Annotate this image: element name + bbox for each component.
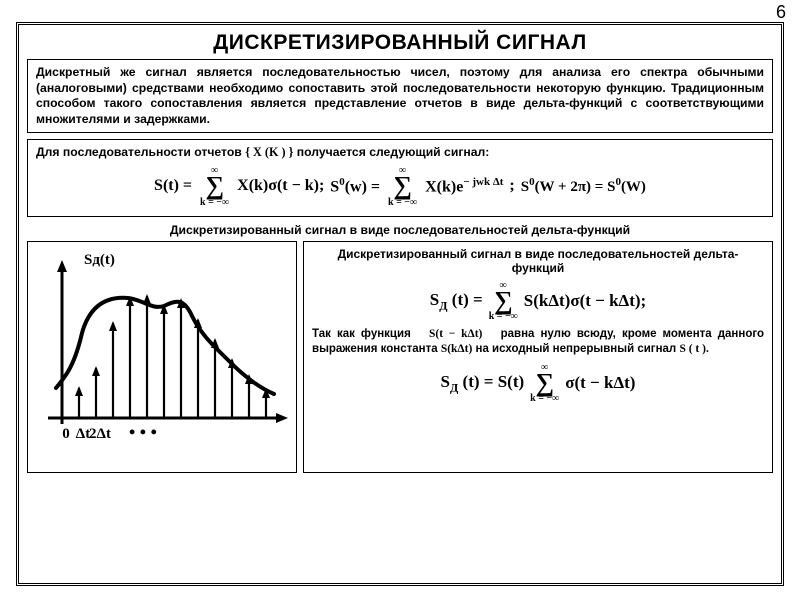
slide-frame: ДИСКРЕТИЗИРОВАННЫЙ СИГНАЛ Дискретный же … — [16, 22, 784, 586]
f1-term2: X(k)e− jwk Δt — [425, 176, 503, 196]
svg-text:0: 0 — [62, 426, 70, 442]
formula-1: S(t) = ∞ ∑ k = −∞ X(k)σ(t − k); S0(w) = … — [36, 164, 764, 210]
right-subtitle: Дискретизированный сигнал в виде последо… — [312, 247, 764, 276]
f1-semi: ; — [509, 177, 514, 195]
intro-box: Дискретный же сигнал является последоват… — [27, 59, 773, 133]
seq-xk: { X (K ) } — [245, 145, 293, 159]
seq-suffix: получается следующий сигнал: — [297, 145, 490, 159]
f1-term1: X(k)σ(t − k); — [237, 177, 324, 195]
f1-s0w: S0(w) = — [330, 176, 380, 196]
seq-line: Для последовательности отчетов { X (K ) … — [36, 145, 764, 160]
svg-text:Δt: Δt — [76, 426, 90, 442]
bottom-row: Sд(t) 0 Δt2Δt • • • Дискретизированный сиг… — [27, 241, 773, 473]
formula-3: SД (t) = S(t) ∞ ∑ k = −∞ σ(t − kΔt) — [312, 363, 764, 403]
plot-box: Sд(t) 0 Δt2Δt • • • — [27, 241, 297, 473]
formula-2: SД (t) = ∞ ∑ k = −∞ S(kΔt)σ(t − kΔt); — [312, 281, 764, 321]
plot-y-label: Sд(t) — [84, 252, 115, 269]
svg-text:2Δt: 2Δt — [89, 426, 111, 442]
page-number: 6 — [776, 2, 786, 23]
svg-text:• • •: • • • — [129, 422, 157, 442]
delta-plot: 0 Δt2Δt • • • — [34, 248, 292, 448]
explanation: Так как функция S(t − kΔt) равна нулю вс… — [312, 327, 764, 357]
sum-2: ∞ ∑ k = −∞ — [388, 166, 417, 206]
sum-3: ∞ ∑ k = −∞ — [489, 281, 518, 321]
formula-box-1: Для последовательности отчетов { X (K ) … — [27, 139, 773, 216]
seq-prefix: Для последовательности отчетов — [36, 145, 242, 159]
f1-lhs: S(t) = — [154, 177, 192, 195]
intro-text: Дискретный же сигнал является последоват… — [36, 65, 764, 127]
right-formula-box: Дискретизированный сигнал в виде последо… — [303, 241, 773, 473]
mid-subtitle: Дискретизированный сигнал в виде последо… — [27, 223, 773, 237]
slide-title: ДИСКРЕТИЗИРОВАННЫЙ СИГНАЛ — [27, 31, 773, 55]
sum-4: ∞ ∑ k = −∞ — [530, 363, 559, 403]
f1-periodic: S0(W + 2π) = S0(W) — [521, 176, 646, 196]
sum-1: ∞ ∑ k = −∞ — [200, 166, 229, 206]
